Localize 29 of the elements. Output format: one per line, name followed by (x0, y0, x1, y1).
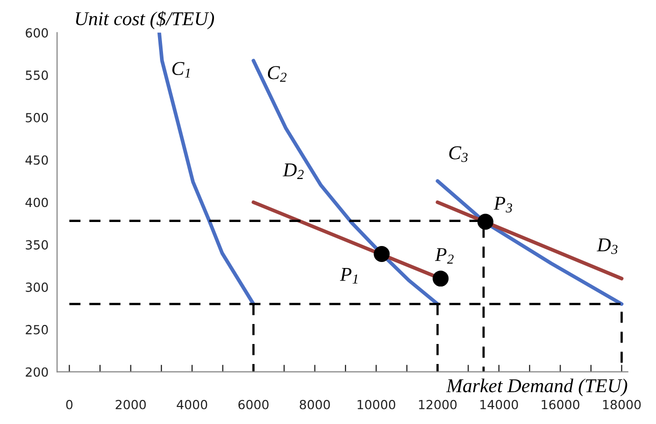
y-tick-label: 450 (25, 155, 48, 165)
y-tick-label: 250 (26, 324, 48, 334)
y-tick-label: 600 (26, 28, 48, 38)
x-tick-label: 10000 (358, 400, 396, 410)
y-axis-title: Unit cost ($/TEU) (76, 11, 214, 30)
annotation: D$_{2}$ (282, 164, 304, 179)
y-tick-label: 550 (26, 70, 48, 80)
x-tick-label: 0 (66, 400, 72, 410)
annotation: P$_{2}$ (434, 248, 454, 264)
y-tick-label: 400 (25, 198, 48, 208)
annotation: C$_{2}$ (268, 66, 286, 82)
annotation: D$_{3}$ (596, 238, 618, 254)
x-tick-label: 14000 (480, 400, 518, 410)
y-tick-label: 500 (26, 112, 48, 122)
y-tick-label: 300 (26, 282, 48, 292)
x-tick-label: 16000 (542, 400, 580, 410)
annotation: P$_{3}$ (494, 196, 512, 212)
x-tick-label: 18000 (603, 400, 641, 410)
annotation: C$_{3}$ (449, 146, 468, 162)
x-tick-label: 12000 (419, 400, 457, 410)
annotation: P$_{1}$ (340, 268, 358, 284)
x-tick-label: 4000 (176, 400, 208, 410)
x-tick-label: 8000 (300, 400, 330, 410)
y-tick-label: 350 (26, 240, 48, 250)
y-tick-label: 200 (26, 367, 48, 377)
x-tick-label: 6000 (238, 400, 269, 410)
annotation: C$_{1}$ (172, 62, 190, 78)
x-axis-title: Market Demand (TEU) (446, 378, 628, 396)
x-tick-label: 2000 (116, 400, 146, 410)
